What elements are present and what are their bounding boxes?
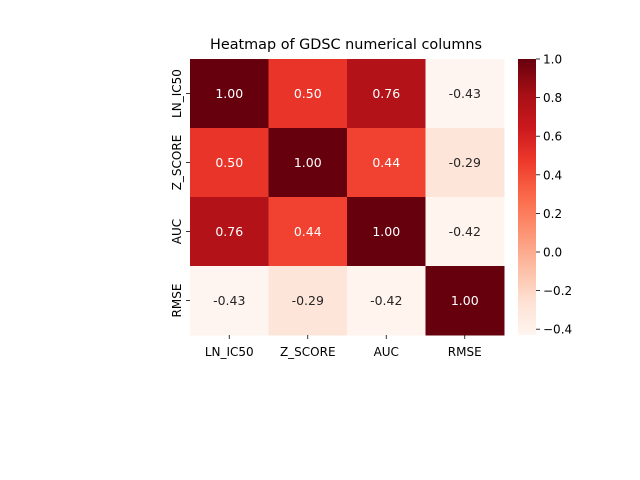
colorbar-tick-label: 0.2 — [543, 207, 562, 221]
cell-annotation: -0.29 — [292, 293, 324, 308]
heatmap-cell — [190, 59, 269, 129]
cell-annotation: -0.43 — [213, 293, 245, 308]
cell-annotation: -0.29 — [449, 155, 481, 170]
y-tick-label: AUC — [170, 219, 184, 244]
heatmap-cell — [425, 128, 505, 198]
heatmap-cell — [268, 197, 348, 267]
x-axis: LN_IC50 Z_SCORE AUC RMSE — [205, 335, 482, 359]
cell-annotation: 0.76 — [215, 224, 243, 239]
colorbar-ticks: 1.0 0.8 0.6 0.4 0.2 0.0 −0.2 −0.4 — [536, 53, 572, 337]
colorbar-tick-label: −0.2 — [543, 284, 572, 298]
heatmap-cell — [425, 266, 505, 336]
heatmap-cell — [347, 128, 426, 198]
cell-annotation: 0.50 — [215, 155, 243, 170]
heatmap-cell — [190, 197, 269, 267]
colorbar-tick-label: −0.4 — [543, 323, 572, 337]
heatmap-cell — [268, 59, 348, 129]
colorbar-gradient — [518, 59, 536, 335]
cell-annotation: 0.50 — [294, 86, 322, 101]
colorbar-tick-label: 0.0 — [543, 246, 562, 260]
cell-annotation: 0.76 — [372, 86, 400, 101]
cell-annotation: 1.00 — [215, 86, 243, 101]
heatmap-cell — [268, 266, 348, 336]
cell-annotation: 1.00 — [294, 155, 322, 170]
y-axis: LN_IC50 Z_SCORE AUC RMSE — [170, 69, 190, 317]
colorbar-tick-label: 1.0 — [543, 53, 562, 67]
cell-annotations: 1.00 0.50 0.76 -0.43 0.50 1.00 0.44 -0.29 0.76 0.… — [213, 86, 481, 308]
colorbar-tick-label: 0.6 — [543, 130, 562, 144]
heatmap-cell — [190, 266, 269, 336]
colorbar: 1.0 0.8 0.6 0.4 0.2 0.0 −0.2 −0.4 — [518, 53, 572, 337]
cell-annotation: 0.44 — [294, 224, 322, 239]
heatmap-cell — [347, 59, 426, 129]
heatmap-cell — [190, 128, 269, 198]
heatmap-cell — [347, 197, 426, 267]
x-tick-label: RMSE — [448, 345, 482, 359]
heatmap-cells — [190, 59, 505, 336]
heatmap-cell — [268, 128, 348, 198]
heatmap-cell — [425, 59, 505, 129]
cell-annotation: -0.43 — [449, 86, 481, 101]
colorbar-tick-label: 0.4 — [543, 168, 562, 182]
y-tick-label: LN_IC50 — [170, 69, 184, 118]
cell-annotation: 1.00 — [451, 293, 479, 308]
x-tick-label: Z_SCORE — [280, 345, 336, 359]
x-tick-label: LN_IC50 — [205, 345, 254, 359]
heatmap-cell — [425, 197, 505, 267]
cell-annotation: -0.42 — [370, 293, 402, 308]
heatmap-cell — [347, 266, 426, 336]
chart-title: Heatmap of GDSC numerical columns — [210, 37, 482, 53]
y-tick-label: RMSE — [170, 284, 184, 318]
x-tick-label: AUC — [374, 345, 399, 359]
y-tick-label: Z_SCORE — [170, 135, 184, 191]
colorbar-tick-label: 0.8 — [543, 91, 562, 105]
cell-annotation: 1.00 — [372, 224, 400, 239]
cell-annotation: 0.44 — [372, 155, 400, 170]
cell-annotation: -0.42 — [449, 224, 481, 239]
